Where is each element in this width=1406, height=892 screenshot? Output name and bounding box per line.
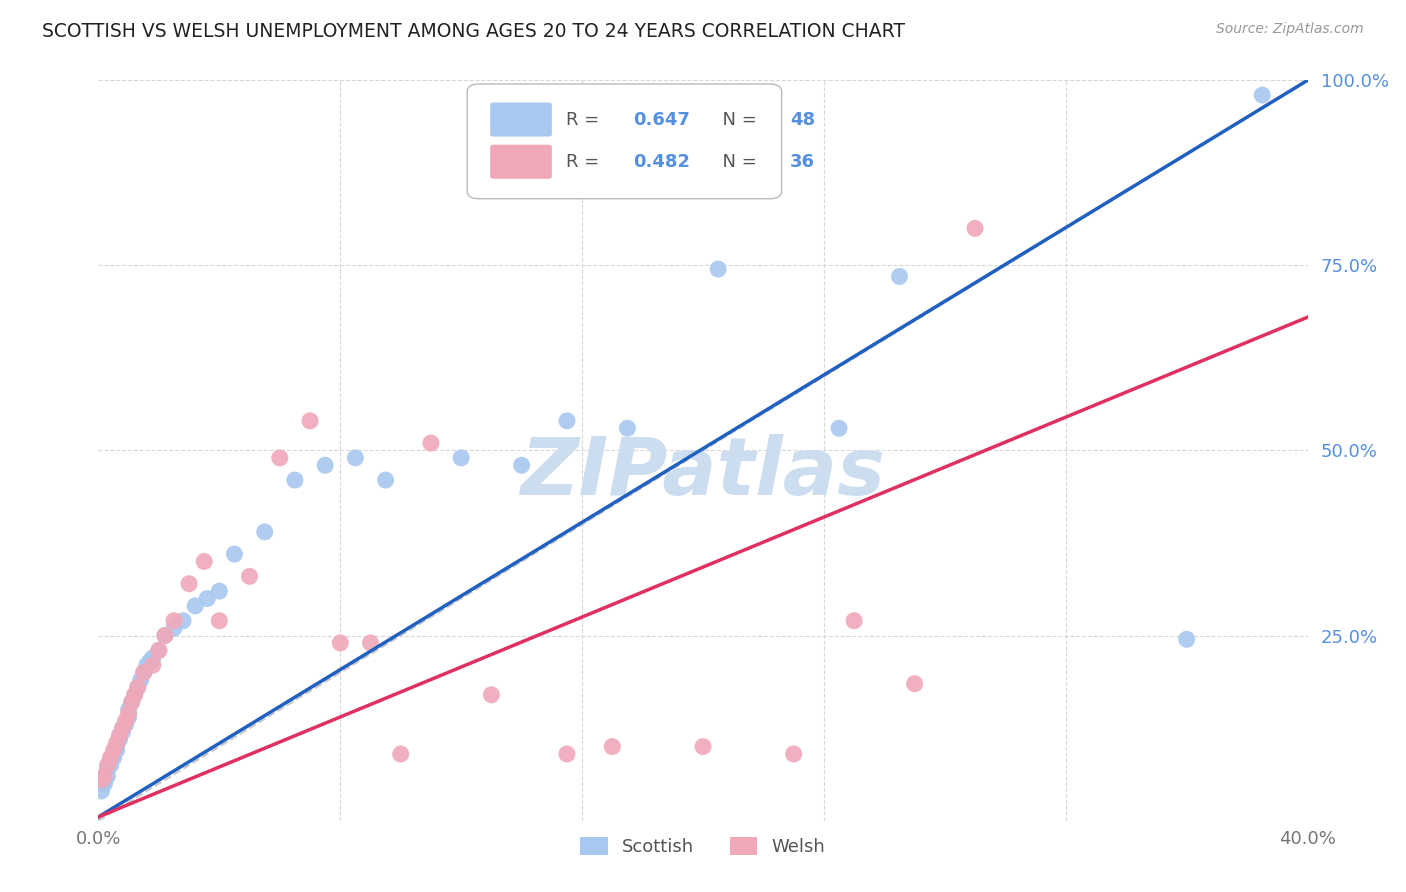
Point <box>96 762 118 776</box>
Point <box>118 706 141 721</box>
Point <box>121 695 143 709</box>
Point <box>111 721 134 735</box>
Point <box>1175 632 1198 647</box>
Point <box>844 614 866 628</box>
Point <box>828 421 851 435</box>
Point <box>904 676 927 690</box>
Point <box>195 591 218 606</box>
Point <box>253 524 276 539</box>
Point <box>108 729 131 743</box>
Point <box>114 717 136 731</box>
FancyBboxPatch shape <box>491 145 551 178</box>
Text: ZIPatlas: ZIPatlas <box>520 434 886 512</box>
Point <box>163 621 186 635</box>
Point <box>314 458 336 473</box>
Text: 36: 36 <box>790 153 815 170</box>
Point <box>239 569 262 583</box>
Point <box>108 732 131 747</box>
Text: Source: ZipAtlas.com: Source: ZipAtlas.com <box>1216 22 1364 37</box>
Point <box>124 688 146 702</box>
Text: R =: R = <box>567 111 606 128</box>
Point <box>360 636 382 650</box>
Point <box>153 628 176 642</box>
Text: SCOTTISH VS WELSH UNEMPLOYMENT AMONG AGES 20 TO 24 YEARS CORRELATION CHART: SCOTTISH VS WELSH UNEMPLOYMENT AMONG AGE… <box>42 22 905 41</box>
Point <box>114 714 136 728</box>
FancyBboxPatch shape <box>467 84 782 199</box>
Point <box>108 729 131 743</box>
Point <box>420 436 443 450</box>
Point <box>193 555 215 569</box>
Point <box>93 776 115 791</box>
Point <box>208 584 231 599</box>
Point <box>481 688 503 702</box>
Point <box>510 458 533 473</box>
Point <box>93 769 115 783</box>
Point <box>96 769 118 783</box>
Point <box>142 650 165 665</box>
Text: 0.647: 0.647 <box>633 111 690 128</box>
Point <box>172 614 194 628</box>
Point <box>616 421 638 435</box>
Point <box>129 673 152 687</box>
Point <box>555 747 578 761</box>
Point <box>224 547 246 561</box>
Point <box>284 473 307 487</box>
Point <box>118 703 141 717</box>
Point <box>163 614 186 628</box>
Point <box>329 636 352 650</box>
Point <box>121 695 143 709</box>
Point <box>127 681 149 695</box>
Point <box>100 758 122 772</box>
Point <box>344 450 367 465</box>
Point <box>111 724 134 739</box>
Point <box>103 750 125 764</box>
Point <box>135 658 157 673</box>
Point <box>100 755 122 769</box>
Point <box>269 450 291 465</box>
Point <box>889 269 911 284</box>
Text: N =: N = <box>711 153 763 170</box>
Point <box>184 599 207 613</box>
Point <box>1251 88 1274 103</box>
Point <box>179 576 201 591</box>
Legend: Scottish, Welsh: Scottish, Welsh <box>574 830 832 863</box>
Point <box>139 655 162 669</box>
Point <box>153 628 176 642</box>
Point <box>208 614 231 628</box>
Text: R =: R = <box>567 153 606 170</box>
Point <box>90 772 112 787</box>
FancyBboxPatch shape <box>491 103 551 136</box>
Point <box>124 688 146 702</box>
Point <box>103 747 125 761</box>
Point <box>148 643 170 657</box>
Point <box>105 739 128 754</box>
Point <box>105 743 128 757</box>
Point <box>783 747 806 761</box>
Point <box>103 743 125 757</box>
Point <box>707 262 730 277</box>
Point <box>374 473 396 487</box>
Point <box>692 739 714 754</box>
Text: N =: N = <box>711 111 763 128</box>
Point <box>389 747 412 761</box>
Point <box>132 665 155 680</box>
Point <box>96 758 118 772</box>
Text: 48: 48 <box>790 111 815 128</box>
Point <box>90 784 112 798</box>
Point <box>555 414 578 428</box>
Point <box>100 750 122 764</box>
Point <box>93 772 115 787</box>
Point <box>132 665 155 680</box>
Point <box>965 221 987 235</box>
Point <box>299 414 322 428</box>
Point <box>142 658 165 673</box>
Point <box>118 710 141 724</box>
Text: 0.482: 0.482 <box>633 153 690 170</box>
Point <box>450 450 472 465</box>
Point <box>111 721 134 735</box>
Point <box>127 681 149 695</box>
Point <box>148 643 170 657</box>
Point <box>602 739 624 754</box>
Point <box>105 736 128 750</box>
